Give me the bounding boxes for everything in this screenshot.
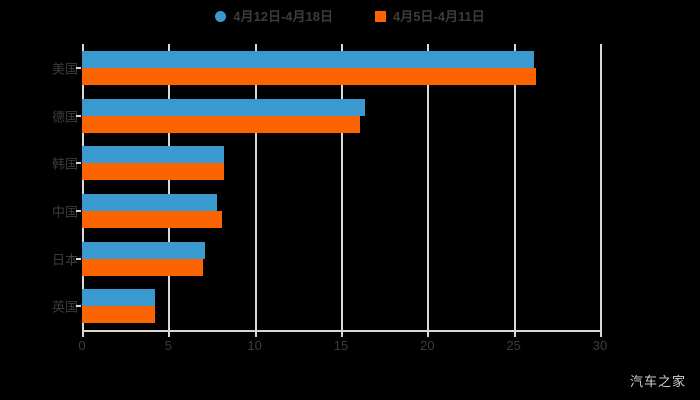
bar[interactable] [82, 258, 203, 276]
x-tick-mark [513, 332, 516, 337]
y-axis-category-label: 英国 [51, 299, 78, 315]
x-tick-label: 10 [247, 338, 262, 353]
y-tick-mark [76, 305, 81, 308]
gridline [427, 44, 430, 330]
bar[interactable] [82, 289, 155, 307]
chart-legend: 4月12日-4月18日 4月5日-4月11日 [0, 4, 700, 28]
plot-area [82, 44, 602, 330]
legend-entry-series-1[interactable]: 4月12日-4月18日 [215, 10, 333, 23]
x-tick-mark [254, 332, 257, 337]
y-axis-category-label: 日本 [51, 252, 78, 267]
legend-label-series-1: 4月12日-4月18日 [233, 8, 333, 24]
bar[interactable] [82, 306, 155, 324]
gridline [600, 44, 602, 330]
x-tick-label: 5 [164, 338, 172, 353]
x-tick-label: 15 [333, 338, 349, 353]
x-tick-label: 0 [78, 338, 86, 353]
gridline [341, 44, 343, 330]
y-axis-category-label: 德国 [51, 109, 78, 124]
y-tick-mark [76, 257, 81, 260]
gridline [168, 44, 171, 330]
bar[interactable] [82, 50, 535, 68]
x-tick-mark [600, 332, 602, 337]
x-tick-mark [82, 332, 84, 337]
legend-circle-marker-icon [215, 10, 227, 22]
x-tick-label: 30 [592, 338, 608, 353]
x-tick-label: 20 [420, 338, 435, 353]
x-tick-mark [427, 332, 430, 337]
y-axis-category-label: 美国 [51, 61, 78, 77]
gridline [254, 44, 257, 330]
legend-label-series-2: 4月5日-4月11日 [392, 8, 485, 24]
legend-entry-series-2[interactable]: 4月5日-4月11日 [374, 8, 485, 24]
y-axis-line [82, 44, 84, 330]
y-axis-category-label: 韩国 [51, 156, 78, 172]
x-tick-mark [168, 332, 171, 337]
y-tick-mark [76, 162, 81, 165]
y-tick-mark [76, 209, 81, 212]
legend-square-marker-icon [374, 10, 386, 22]
bar[interactable] [82, 241, 205, 259]
gridline [513, 44, 516, 330]
bar[interactable] [82, 210, 222, 228]
y-axis-category-label: 中国 [51, 204, 78, 220]
bar[interactable] [82, 163, 224, 181]
bar[interactable] [82, 98, 366, 116]
y-tick-mark [76, 114, 81, 117]
watermark: 汽车之家 [629, 374, 686, 389]
x-axis-line [82, 330, 602, 332]
bar[interactable] [82, 146, 224, 164]
y-tick-mark [76, 66, 81, 69]
bar[interactable] [82, 115, 360, 133]
x-tick-mark [341, 332, 343, 337]
bar[interactable] [82, 193, 217, 211]
x-tick-label: 25 [506, 338, 521, 353]
bar[interactable] [82, 67, 537, 85]
